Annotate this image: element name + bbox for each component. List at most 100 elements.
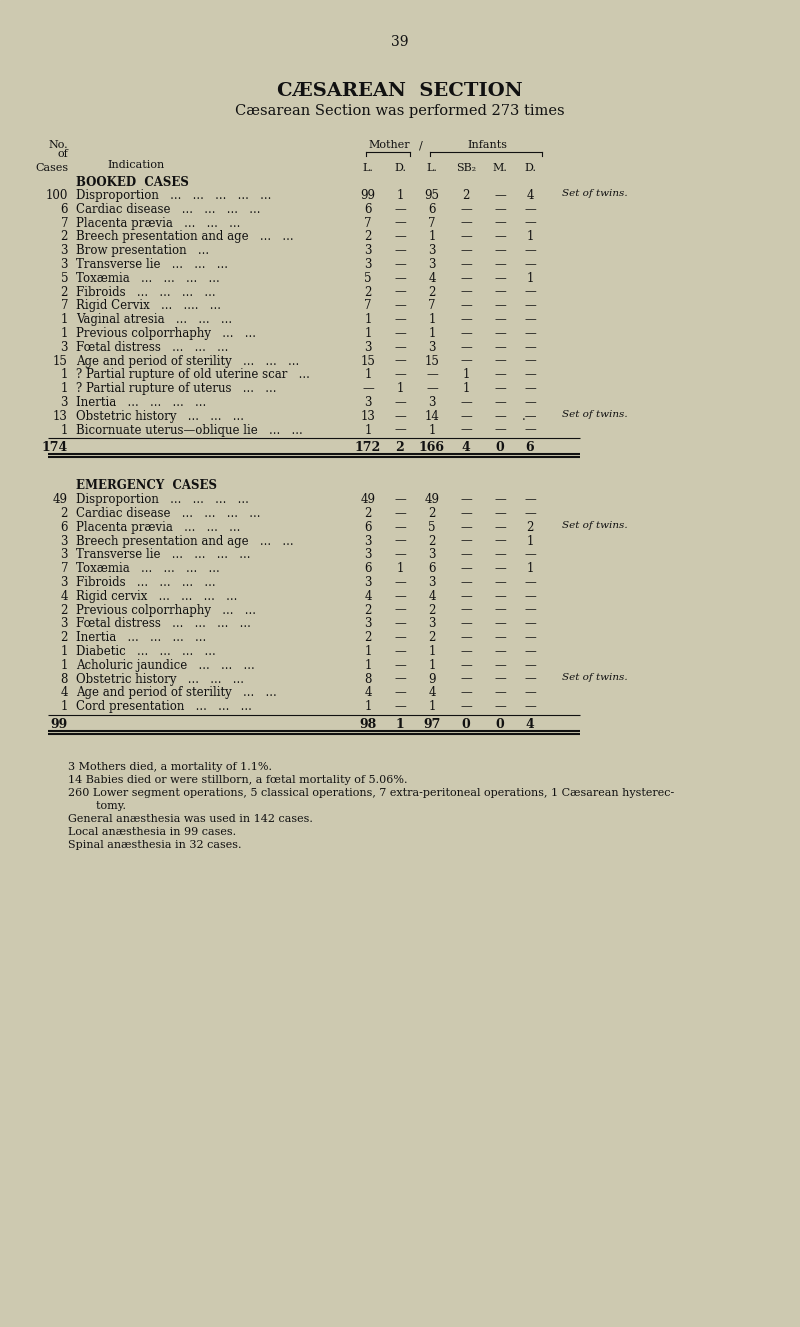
Text: —: — (394, 604, 406, 617)
Text: 7: 7 (428, 216, 436, 230)
Text: —: — (494, 369, 506, 381)
Text: 4: 4 (364, 686, 372, 699)
Text: 5: 5 (61, 272, 68, 285)
Text: 166: 166 (419, 442, 445, 454)
Text: Indication: Indication (107, 161, 165, 170)
Text: —: — (524, 507, 536, 520)
Text: Infants: Infants (467, 141, 507, 150)
Text: Disproportion   ...   ...   ...   ...: Disproportion ... ... ... ... (76, 494, 249, 506)
Text: 7: 7 (428, 300, 436, 312)
Text: —: — (524, 369, 536, 381)
Text: 99: 99 (50, 718, 68, 731)
Text: Vaginal atresia   ...   ...   ...: Vaginal atresia ... ... ... (76, 313, 232, 326)
Text: 97: 97 (423, 718, 441, 731)
Text: —: — (394, 285, 406, 299)
Text: —: — (524, 244, 536, 257)
Text: 15: 15 (53, 354, 68, 368)
Text: 8: 8 (364, 673, 372, 686)
Text: —: — (524, 548, 536, 561)
Text: 3: 3 (428, 257, 436, 271)
Text: 3 Mothers died, a mortality of 1.1%.: 3 Mothers died, a mortality of 1.1%. (68, 762, 272, 772)
Text: 1: 1 (462, 382, 470, 395)
Text: —: — (460, 673, 472, 686)
Text: 3: 3 (364, 548, 372, 561)
Text: Breech presentation and age   ...   ...: Breech presentation and age ... ... (76, 231, 294, 243)
Text: tomy.: tomy. (68, 802, 126, 811)
Text: —: — (460, 589, 472, 602)
Text: —: — (460, 617, 472, 630)
Text: 1: 1 (396, 188, 404, 202)
Text: ? Partial rupture of uterus   ...   ...: ? Partial rupture of uterus ... ... (76, 382, 277, 395)
Text: —: — (524, 701, 536, 713)
Text: 4: 4 (428, 686, 436, 699)
Text: —: — (524, 382, 536, 395)
Text: —: — (394, 589, 406, 602)
Text: —: — (460, 563, 472, 575)
Text: D.: D. (394, 163, 406, 173)
Text: —: — (524, 632, 536, 644)
Text: —: — (494, 645, 506, 658)
Text: Brow presentation   ...: Brow presentation ... (76, 244, 209, 257)
Text: —: — (426, 369, 438, 381)
Text: —: — (494, 576, 506, 589)
Text: —: — (394, 410, 406, 423)
Text: —: — (460, 658, 472, 671)
Text: Age and period of sterility   ...   ...   ...: Age and period of sterility ... ... ... (76, 354, 299, 368)
Text: 0: 0 (462, 718, 470, 731)
Text: 1: 1 (364, 423, 372, 437)
Text: —: — (494, 686, 506, 699)
Text: —: — (394, 369, 406, 381)
Text: 3: 3 (428, 395, 436, 409)
Text: Bicornuate uterus—oblique lie   ...   ...: Bicornuate uterus—oblique lie ... ... (76, 423, 302, 437)
Text: —: — (494, 494, 506, 506)
Text: 3: 3 (61, 576, 68, 589)
Text: —: — (524, 673, 536, 686)
Text: —: — (394, 257, 406, 271)
Text: 7: 7 (61, 300, 68, 312)
Text: 3: 3 (364, 395, 372, 409)
Text: —: — (394, 231, 406, 243)
Text: 6: 6 (61, 520, 68, 533)
Text: Set of twins.: Set of twins. (562, 673, 628, 682)
Text: —: — (394, 686, 406, 699)
Text: /: / (419, 141, 423, 150)
Text: —: — (524, 285, 536, 299)
Text: 2: 2 (396, 442, 404, 454)
Text: 1: 1 (61, 369, 68, 381)
Text: .—: .— (522, 410, 538, 423)
Text: 1: 1 (61, 326, 68, 340)
Text: 2: 2 (61, 632, 68, 644)
Text: Diabetic   ...   ...   ...   ...: Diabetic ... ... ... ... (76, 645, 216, 658)
Text: 100: 100 (46, 188, 68, 202)
Text: —: — (460, 520, 472, 533)
Text: —: — (524, 257, 536, 271)
Text: 49: 49 (425, 494, 439, 506)
Text: —: — (494, 244, 506, 257)
Text: 1: 1 (364, 658, 372, 671)
Text: —: — (494, 272, 506, 285)
Text: Obstetric history   ...   ...   ...: Obstetric history ... ... ... (76, 673, 244, 686)
Text: 5: 5 (364, 272, 372, 285)
Text: —: — (524, 686, 536, 699)
Text: Fœtal distress   ...   ...   ...: Fœtal distress ... ... ... (76, 341, 228, 354)
Text: Cord presentation   ...   ...   ...: Cord presentation ... ... ... (76, 701, 252, 713)
Text: 3: 3 (428, 617, 436, 630)
Text: —: — (494, 354, 506, 368)
Text: 1: 1 (526, 272, 534, 285)
Text: —: — (494, 701, 506, 713)
Text: 2: 2 (61, 507, 68, 520)
Text: —: — (524, 494, 536, 506)
Text: ? Partial rupture of old uterine scar   ...: ? Partial rupture of old uterine scar ..… (76, 369, 310, 381)
Text: 2: 2 (61, 231, 68, 243)
Text: 4: 4 (61, 686, 68, 699)
Text: —: — (394, 645, 406, 658)
Text: Local anæsthesia in 99 cases.: Local anæsthesia in 99 cases. (68, 827, 236, 837)
Text: Set of twins.: Set of twins. (562, 520, 628, 529)
Text: 4: 4 (526, 188, 534, 202)
Text: 3: 3 (364, 576, 372, 589)
Text: —: — (524, 354, 536, 368)
Text: —: — (460, 604, 472, 617)
Text: 3: 3 (428, 576, 436, 589)
Text: Breech presentation and age   ...   ...: Breech presentation and age ... ... (76, 535, 294, 548)
Text: 0: 0 (496, 718, 504, 731)
